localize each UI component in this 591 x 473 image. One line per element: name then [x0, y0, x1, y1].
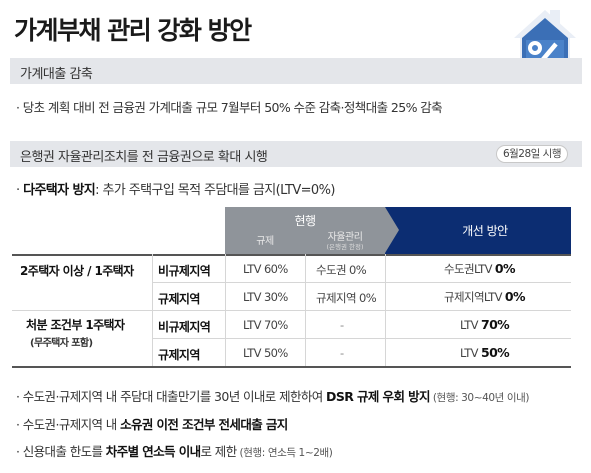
- section-heading: 은행권 자율관리조치를 전 금융권으로 확대 시행: [20, 150, 268, 165]
- improve-value: 규제지역LTV 0%: [444, 289, 526, 305]
- date-badge: 6월28일 시행: [495, 145, 568, 163]
- group-note: (무주택자 포함): [30, 338, 93, 349]
- improve-prefix: 수도권LTV: [444, 262, 495, 276]
- regulation-value: LTV 50%: [243, 346, 288, 360]
- table-row-divider: [12, 254, 571, 256]
- header-current-block: [225, 207, 385, 254]
- improve-number: 0%: [504, 289, 526, 304]
- region-label: 규제지역: [158, 292, 200, 306]
- header-self-note: (은행권 한정): [326, 243, 364, 251]
- bullet-bold: 다주택자 방지: [23, 183, 96, 198]
- bullet-pre: · 신용대출 한도를: [16, 444, 106, 459]
- header-arrow: [385, 207, 399, 253]
- table-col-divider: [305, 254, 306, 366]
- bullet-bold: 소유권 이전 조건부 전세대출 금지: [120, 417, 288, 432]
- table-row-divider: [152, 282, 571, 283]
- self-prefix: 규제지역: [316, 291, 359, 305]
- table-col-divider: [385, 254, 386, 366]
- header-regulation: 규제: [256, 236, 274, 247]
- bullet-pre: · 수도권·규제지역 내 주담대 대출만기를 30년 이내로 제한하여: [16, 389, 327, 404]
- region-label: 비규제지역: [158, 264, 211, 278]
- bullet-bold: 차주별 연소득 이내: [105, 444, 201, 459]
- page-title: 가계부채 관리 강화 방안: [14, 16, 252, 45]
- bullet-note: (현행: 연소득 1~2배): [236, 447, 333, 459]
- bullet-rest: : 추가 주택구입 목적 주담대를 금지(LTV=0%): [95, 183, 335, 198]
- improve-number: 50%: [480, 345, 510, 360]
- improve-number: 0%: [494, 261, 516, 276]
- regulation-value: LTV 70%: [243, 318, 288, 332]
- table-row-divider: [12, 366, 571, 368]
- table-col-divider: [152, 254, 153, 366]
- header-current: 현행: [294, 214, 316, 228]
- improve-number: 70%: [480, 317, 510, 332]
- bullet-pre: · 수도권·규제지역 내: [16, 417, 121, 432]
- self-value-empty: -: [340, 318, 344, 332]
- improve-prefix: 규제지역LTV: [444, 290, 505, 304]
- regulation-value: LTV 30%: [243, 290, 288, 304]
- self-value: 수도권 0%: [316, 262, 367, 278]
- bullet-credit-loan: · 신용대출 한도를 차주별 연소득 이내로 제한 (현행: 연소득 1~2배): [16, 441, 333, 460]
- bullet-loan-reduction: · 당초 계획 대비 전 금융권 가계대출 규모 7월부터 50% 수준 감축·…: [16, 100, 443, 115]
- section-heading: 가계대출 감축: [20, 67, 93, 82]
- improve-prefix: LTV: [460, 346, 481, 360]
- improve-value: 수도권LTV 0%: [444, 261, 516, 277]
- self-number: 0%: [349, 263, 367, 277]
- group-label-conditional: 처분 조건부 1주택자: [26, 318, 125, 332]
- bullet-bold: DSR 규제 우회 방지: [326, 389, 430, 404]
- bullet-dsr: · 수도권·규제지역 내 주담대 대출만기를 30년 이내로 제한하여 DSR …: [16, 386, 529, 405]
- improve-prefix: LTV: [460, 318, 481, 332]
- bullet-jeonse: · 수도권·규제지역 내 소유권 이전 조건부 전세대출 금지: [16, 414, 288, 433]
- header-improve-block: [385, 207, 571, 254]
- header-self-management: 자율관리: [327, 232, 363, 243]
- region-label: 비규제지역: [158, 320, 211, 334]
- bullet-note: (현행: 30~40년 이내): [429, 392, 530, 404]
- bullet-prefix: ·: [16, 183, 24, 198]
- table-row-divider: [12, 310, 571, 311]
- table-col-divider: [225, 254, 226, 366]
- self-value-empty: -: [340, 346, 344, 360]
- self-prefix: 수도권: [316, 263, 349, 277]
- self-value: 규제지역 0%: [316, 290, 377, 306]
- section-header-self-management: 은행권 자율관리조치를 전 금융권으로 확대 시행 6월28일 시행: [10, 141, 582, 167]
- group-label-multi-home: 2주택자 이상 / 1주택자: [20, 264, 134, 278]
- table-row-divider: [152, 338, 571, 339]
- bullet-multi-home-prevention: · 다주택자 방지: 추가 주택구입 목적 주담대를 금지(LTV=0%): [16, 179, 335, 198]
- regulation-value: LTV 60%: [243, 262, 288, 276]
- region-label: 규제지역: [158, 348, 200, 362]
- section-header-loan-reduction: 가계대출 감축: [10, 58, 582, 84]
- ltv-comparison-table: 현행 규제 자율관리 (은행권 한정) 개선 방안 2주택자 이상 / 1주택자…: [12, 207, 580, 368]
- improve-value: LTV 50%: [460, 345, 510, 360]
- self-number: 0%: [358, 291, 377, 305]
- header-improvement: 개선 방안: [462, 224, 508, 238]
- improve-value: LTV 70%: [460, 317, 510, 332]
- bullet-post: 로 제한: [200, 444, 238, 459]
